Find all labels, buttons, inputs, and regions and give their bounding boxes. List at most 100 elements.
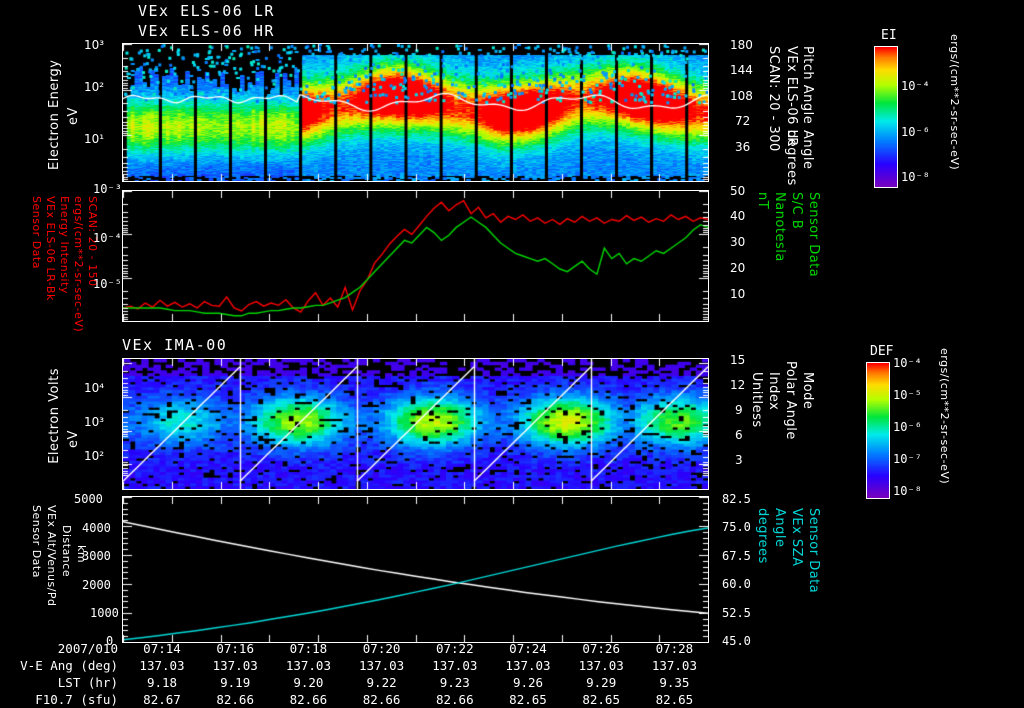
time-table-cell-ve_ang-4: 137.03: [432, 658, 478, 673]
panel4-rtick-0: 82.5: [722, 492, 751, 506]
panel3-cbtick-4: 10⁻⁸: [893, 484, 922, 498]
time-table-cell-ve_ang-3: 137.03: [359, 658, 405, 673]
panel3-colorbar-title: DEF: [870, 344, 894, 359]
time-table-cell-f107-4: 82.66: [435, 692, 474, 707]
time-table-cell-lst-2: 9.20: [293, 675, 324, 690]
time-table-cell-f107-1: 82.66: [216, 692, 254, 707]
panel1-rtick-3: 72: [735, 114, 751, 128]
panel3-left-axis-unit: eV: [66, 430, 81, 448]
panel2-right-label-2: Nanotesla: [772, 192, 787, 262]
time-table-cell-ve_ang-0: 137.03: [139, 658, 185, 673]
panel4-right-label-2: Angle: [772, 508, 787, 548]
panel4-timeseries[interactable]: [122, 496, 709, 643]
panel2-rtick-3: 20: [730, 261, 746, 275]
time-table-row-label-2: LST (hr): [57, 675, 118, 690]
time-table-cell-f107-6: 82.65: [582, 692, 620, 707]
time-table-cell-ve_ang-2: 137.03: [285, 658, 331, 673]
panel1-spectrogram[interactable]: [122, 43, 709, 182]
panel2-right-label-3: nT: [755, 192, 770, 210]
panel2-left-label-2: Energy Intensity: [58, 196, 71, 294]
panel4-ytick-1: 4000: [82, 521, 111, 535]
panel1-ytick-1: 10²: [84, 80, 105, 94]
panel4-ytick-3: 2000: [82, 578, 111, 592]
time-table-cell-ve_ang-1: 137.03: [212, 658, 258, 673]
time-table-cell-time-4: 07:22: [435, 641, 474, 656]
time-table-cell-ve_ang-5: 137.03: [505, 658, 551, 673]
panel3-title: VEx IMA-00: [122, 336, 228, 354]
time-table-cell-f107-7: 82.65: [655, 692, 694, 707]
panel2-timeseries[interactable]: [122, 190, 709, 322]
panel1-cbtick-1: 10⁻⁶: [901, 125, 930, 139]
panel1-rtick-0: 180: [730, 38, 753, 52]
time-table-cell-ve_ang-6: 137.03: [578, 658, 624, 673]
time-table-cell-lst-0: 9.18: [146, 675, 178, 690]
panel4-ytick-4: 1000: [90, 606, 119, 620]
panel2-ytick-2: 10⁻⁵: [93, 277, 122, 291]
panel2-rtick-2: 30: [730, 235, 746, 249]
time-table-cell-lst-3: 9.22: [366, 675, 397, 690]
panel4-rtick-4: 52.5: [722, 606, 751, 620]
panel1-title-hr: VEx ELS-06 HR: [138, 22, 275, 40]
panel3-colorbar: [866, 362, 890, 499]
panel1-right-label-4: SCAN: 20 - 300: [766, 46, 781, 152]
panel2-rtick-4: 10: [730, 287, 746, 301]
time-table-cell-ve_ang-7: 137.03: [651, 658, 697, 673]
time-table-cell-f107-2: 82.66: [289, 692, 328, 707]
panel4-ytick-5: 0: [106, 634, 114, 648]
time-table-row-label-3: F10.7 (sfu): [35, 692, 118, 707]
panel1-right-label-2: Angle: [800, 130, 815, 170]
time-table-cell-lst-4: 9.23: [439, 675, 470, 690]
panel4-ytick-0: 5000: [74, 492, 103, 506]
panel4-left-label-2: Distance: [60, 525, 73, 578]
panel1-right-label-1: VEx ELS-06 LR: [784, 46, 799, 147]
panel3-cbtick-3: 10⁻⁷: [893, 452, 922, 466]
panel1-ytick-2: 10¹: [84, 132, 105, 146]
panel2-left-label-4: SCAN: 20 - 150: [86, 196, 99, 287]
panel3-ytick-2: 10²: [84, 449, 105, 463]
panel4-left-label-3: km: [75, 545, 88, 564]
panel1-cbtick-2: 10⁻⁸: [901, 170, 930, 184]
panel4-left-label-0: Sensor Data: [30, 505, 43, 578]
panel1-colorbar-unit: ergs/(cm**2-sr-sec-eV): [948, 34, 961, 171]
time-table-cell-time-6: 07:26: [582, 641, 620, 656]
time-table-cell-lst-7: 9.35: [659, 675, 690, 690]
panel3-cbtick-1: 10⁻⁵: [893, 388, 922, 402]
panel3-left-axis-label: Electron Volts: [47, 368, 62, 464]
panel1-colorbar-title: EI: [881, 28, 897, 43]
panel3-rtick-0: 15: [730, 353, 746, 367]
panel3-spectrogram[interactable]: [122, 358, 709, 490]
time-table-cell-f107-3: 82.66: [362, 692, 401, 707]
panel4-left-label-1: VEx Alt/Venus/Pd: [45, 505, 58, 607]
panel4-rtick-2: 67.5: [722, 549, 751, 563]
panel2-left-label-3: ergs/(cm**2-sr-sec-eV): [72, 196, 85, 333]
time-table-row-label-0: 2007/010: [57, 641, 118, 656]
panel3-rtick-1: 12: [730, 378, 746, 392]
time-table-cell-time-2: 07:18: [289, 641, 328, 656]
panel1-rtick-2: 108: [730, 89, 753, 103]
panel3-right-label-0: Mode: [800, 372, 815, 410]
panel3-rtick-4: 3: [735, 453, 743, 467]
panel4-rtick-3: 60.0: [722, 577, 751, 591]
panel3-cbtick-2: 10⁻⁶: [893, 420, 922, 434]
panel2-left-label-0: Sensor Data: [30, 196, 43, 269]
panel1-rtick-1: 144: [730, 63, 753, 77]
time-table-cell-time-1: 07:16: [216, 641, 254, 656]
panel1-cbtick-0: 10⁻⁴: [901, 79, 930, 93]
panel3-ytick-0: 10⁴: [84, 381, 105, 395]
panel3-colorbar-unit: ergs/(cm**2-sr-sec-eV): [938, 348, 951, 485]
panel1-title-lr: VEx ELS-06 LR: [138, 2, 275, 20]
time-table-row-label-1: V-E Ang (deg): [20, 658, 118, 673]
panel1-rtick-4: 36: [735, 140, 751, 154]
panel4-ytick-2: 3000: [82, 549, 111, 563]
panel1-right-label-0: Pitch Angle: [800, 46, 815, 125]
time-table-cell-time-5: 07:24: [509, 641, 547, 656]
panel4-rtick-1: 75.0: [722, 520, 751, 534]
panel2-right-label-0: Sensor Data: [806, 192, 821, 278]
panel3-right-label-2: Index: [766, 372, 781, 411]
panel3-right-label-1: Polar Angle: [783, 361, 798, 440]
panel1-ytick-0: 10³: [84, 38, 105, 52]
panel2-rtick-0: 50: [730, 184, 746, 198]
panel2-rtick-1: 40: [730, 209, 746, 223]
panel1-colorbar: [874, 46, 898, 188]
